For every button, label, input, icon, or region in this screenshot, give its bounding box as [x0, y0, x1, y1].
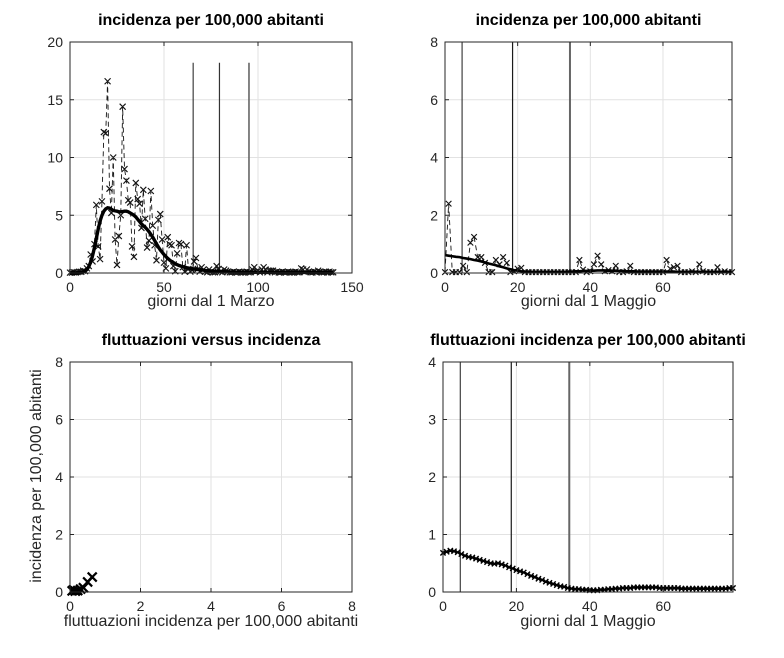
series-markers-0	[439, 547, 737, 594]
chart-incidenza-maggio: 0 20 40 60 0 2 4 6 8	[430, 34, 736, 295]
chart-fluttuazioni-incidenza: 0 20 40 60 0 1 2 3 4	[428, 354, 737, 614]
x-tick-label: 20	[509, 598, 525, 614]
chart-title-fluttuazioni-incidenza: fluttuazioni incidenza per 100,000 abita…	[430, 332, 746, 349]
x-tick-label: 100	[246, 279, 270, 295]
xlabel-giorni-maggio-bottom: giorni dal 1 Maggio	[520, 613, 656, 630]
y-tick-label: 2	[428, 469, 436, 485]
series-line-1	[444, 253, 732, 274]
y-tick-label: 6	[55, 412, 63, 428]
y-tick-label: 4	[430, 150, 438, 166]
y-tick-label: 0	[428, 584, 436, 600]
x-tick-label: 0	[441, 279, 449, 295]
series-line-0	[70, 81, 334, 274]
xlabel-giorni-marzo: giorni dal 1 Marzo	[147, 293, 275, 310]
y-tick-label: 5	[55, 207, 63, 223]
series-markers-0	[66, 77, 337, 277]
chart-incidenza-marzo: 0 50 100 150 0 5 10 15 20	[47, 34, 364, 295]
y-tick-label: 10	[47, 150, 63, 166]
x-tick-label: 20	[510, 279, 526, 295]
y-tick-label: 2	[55, 527, 63, 543]
x-tick-label: 0	[66, 279, 74, 295]
x-tick-label: 0	[66, 598, 74, 614]
y-tick-label: 20	[47, 34, 63, 50]
xlabel-giorni-maggio-top: giorni dal 1 Maggio	[520, 293, 657, 310]
x-tick-label: 8	[348, 598, 356, 614]
xlabel-fluttuazioni: fluttuazioni incidenza per 100,000 abita…	[63, 613, 359, 630]
chart-fluttuazioni-vs-incidenza: 0 2 4 6 8 0 2 4 6 8	[55, 354, 356, 614]
x-tick-label: 60	[655, 598, 671, 614]
ylabel-incidenza: incidenza per 100,000 abitanti	[28, 369, 45, 583]
y-tick-label: 0	[55, 584, 63, 600]
y-tick-label: 8	[55, 354, 63, 370]
x-tick-label: 6	[278, 598, 286, 614]
y-tick-label: 0	[55, 265, 63, 281]
series-line-0	[442, 549, 733, 592]
y-tick-label: 4	[428, 354, 436, 370]
x-tick-label: 4	[207, 598, 215, 614]
y-tick-label: 3	[428, 412, 436, 428]
x-tick-label: 0	[439, 598, 447, 614]
series-line-1	[70, 205, 334, 275]
series-line-0	[444, 203, 732, 274]
x-tick-label: 50	[156, 279, 172, 295]
x-tick-label: 2	[137, 598, 145, 614]
y-tick-label: 15	[47, 92, 63, 108]
chart-title-incidenza-maggio: incidenza per 100,000 abitanti	[475, 12, 702, 29]
y-tick-label: 2	[430, 207, 438, 223]
y-tick-label: 0	[430, 265, 438, 281]
y-tick-label: 8	[430, 34, 438, 50]
x-tick-label: 60	[655, 279, 671, 295]
x-tick-label: 40	[583, 279, 599, 295]
chart-title-incidenza-marzo: incidenza per 100,000 abitanti	[98, 12, 324, 29]
y-tick-label: 1	[428, 527, 436, 543]
y-tick-label: 4	[55, 469, 63, 485]
chart-title-fluttuazioni-vs-incidenza: fluttuazioni versus incidenza	[101, 332, 321, 349]
y-tick-label: 6	[430, 92, 438, 108]
series-markers-0	[66, 571, 98, 597]
x-tick-label: 150	[340, 279, 364, 295]
x-tick-label: 40	[582, 598, 598, 614]
